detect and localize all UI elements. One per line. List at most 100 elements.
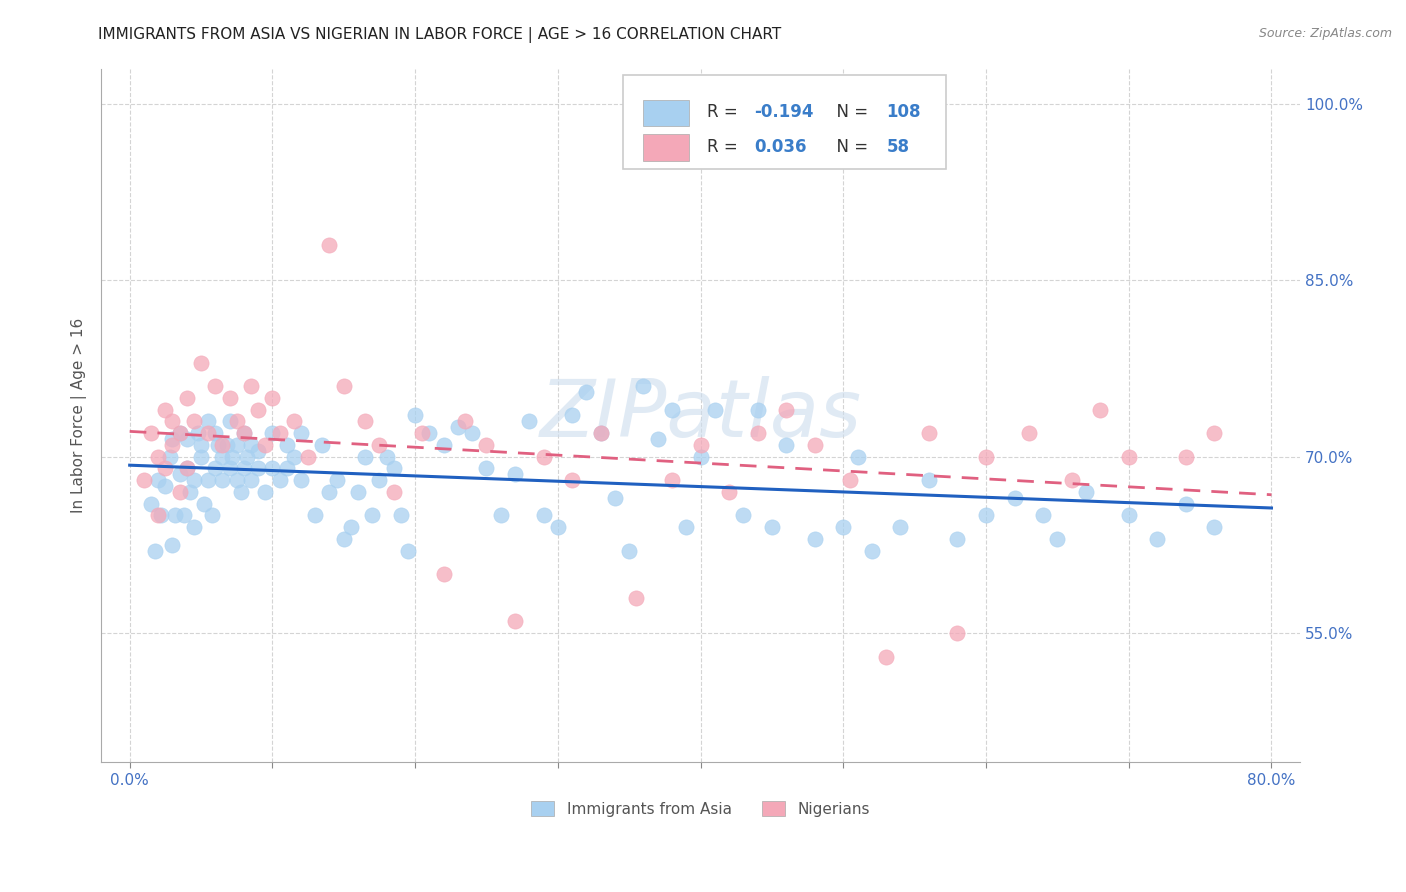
Point bbox=[626, 591, 648, 605]
Point bbox=[517, 414, 540, 428]
Point bbox=[332, 379, 354, 393]
Point bbox=[232, 461, 254, 475]
Point bbox=[489, 508, 512, 523]
Point bbox=[603, 491, 626, 505]
Point bbox=[173, 508, 195, 523]
Point bbox=[211, 450, 233, 464]
Point bbox=[215, 438, 238, 452]
Point bbox=[247, 443, 270, 458]
Point bbox=[269, 473, 291, 487]
Point bbox=[204, 461, 226, 475]
Text: ZIPatlas: ZIPatlas bbox=[540, 376, 862, 455]
Point bbox=[162, 438, 184, 452]
Point bbox=[176, 461, 198, 475]
Point bbox=[169, 426, 191, 441]
Point bbox=[247, 461, 270, 475]
Point bbox=[169, 467, 191, 482]
Legend: Immigrants from Asia, Nigerians: Immigrants from Asia, Nigerians bbox=[524, 793, 877, 824]
Point bbox=[533, 508, 555, 523]
Point bbox=[148, 450, 170, 464]
Text: 0.036: 0.036 bbox=[755, 138, 807, 156]
Point bbox=[155, 402, 177, 417]
Text: R =: R = bbox=[707, 138, 742, 156]
Point bbox=[162, 538, 184, 552]
Point bbox=[218, 391, 240, 405]
Point bbox=[190, 355, 212, 369]
Point bbox=[254, 484, 277, 499]
Point bbox=[162, 432, 184, 446]
Point bbox=[232, 426, 254, 441]
Point bbox=[183, 414, 205, 428]
Point bbox=[433, 567, 456, 582]
Point bbox=[946, 532, 969, 546]
Point bbox=[1118, 450, 1140, 464]
Point bbox=[368, 473, 391, 487]
Point bbox=[304, 508, 326, 523]
Point bbox=[276, 461, 298, 475]
Point bbox=[1204, 520, 1226, 534]
FancyBboxPatch shape bbox=[643, 100, 689, 126]
Point bbox=[860, 543, 883, 558]
Point bbox=[661, 402, 683, 417]
Point bbox=[889, 520, 911, 534]
Point bbox=[240, 438, 263, 452]
Point bbox=[589, 426, 612, 441]
Point bbox=[354, 450, 377, 464]
Point bbox=[368, 438, 391, 452]
Point bbox=[276, 438, 298, 452]
Text: R =: R = bbox=[707, 103, 742, 121]
Point bbox=[589, 426, 612, 441]
Point bbox=[262, 426, 284, 441]
Point bbox=[733, 508, 755, 523]
Point bbox=[283, 450, 305, 464]
Point bbox=[918, 426, 941, 441]
FancyBboxPatch shape bbox=[643, 135, 689, 161]
Point bbox=[503, 467, 526, 482]
Point bbox=[946, 626, 969, 640]
Point bbox=[354, 414, 377, 428]
Point bbox=[232, 426, 254, 441]
Point bbox=[347, 484, 370, 499]
Point bbox=[703, 402, 725, 417]
Point bbox=[148, 473, 170, 487]
Point bbox=[454, 414, 477, 428]
Point bbox=[235, 450, 257, 464]
Point bbox=[1118, 508, 1140, 523]
Point bbox=[1146, 532, 1168, 546]
Point bbox=[803, 438, 825, 452]
Point bbox=[190, 438, 212, 452]
Point bbox=[832, 520, 855, 534]
Point bbox=[150, 508, 173, 523]
Point bbox=[218, 414, 240, 428]
Point bbox=[839, 473, 862, 487]
Point bbox=[561, 473, 583, 487]
Point bbox=[475, 461, 498, 475]
Point bbox=[204, 426, 226, 441]
Point bbox=[411, 426, 433, 441]
Point bbox=[918, 473, 941, 487]
Point bbox=[218, 461, 240, 475]
Point bbox=[169, 426, 191, 441]
Point bbox=[132, 473, 155, 487]
Point bbox=[262, 461, 284, 475]
Point bbox=[1204, 426, 1226, 441]
Point bbox=[197, 414, 219, 428]
Text: IMMIGRANTS FROM ASIA VS NIGERIAN IN LABOR FORCE | AGE > 16 CORRELATION CHART: IMMIGRANTS FROM ASIA VS NIGERIAN IN LABO… bbox=[98, 27, 782, 43]
Point bbox=[159, 450, 181, 464]
Point bbox=[297, 450, 319, 464]
Text: Source: ZipAtlas.com: Source: ZipAtlas.com bbox=[1258, 27, 1392, 40]
Point bbox=[193, 497, 215, 511]
Point bbox=[661, 473, 683, 487]
Point bbox=[179, 484, 201, 499]
Point bbox=[247, 402, 270, 417]
Point bbox=[254, 438, 277, 452]
Point bbox=[396, 543, 419, 558]
Point bbox=[1018, 426, 1040, 441]
Point bbox=[332, 532, 354, 546]
Point bbox=[165, 508, 187, 523]
Point bbox=[974, 508, 997, 523]
Text: N =: N = bbox=[827, 138, 875, 156]
Point bbox=[533, 450, 555, 464]
Point bbox=[145, 543, 167, 558]
Point bbox=[389, 508, 412, 523]
